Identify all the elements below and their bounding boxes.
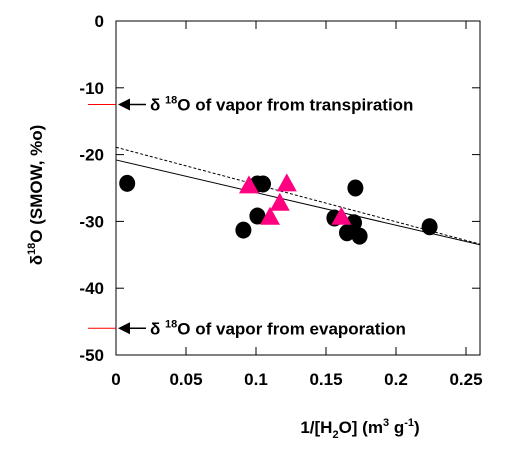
x-tick-label: 0 (111, 370, 120, 389)
y-tick-label: -10 (79, 79, 104, 98)
annotation-part: O of vapor from transpiration (177, 96, 413, 115)
triangle-marker (331, 206, 352, 225)
annotation-superscript: 18 (165, 95, 177, 107)
circle-marker (351, 227, 368, 245)
triangle-marker (239, 175, 259, 194)
circle-marker (421, 218, 438, 236)
circle-marker (347, 179, 364, 197)
arrow-head (118, 322, 130, 335)
annotation-text: δ 18O of vapor from evaporation (150, 318, 406, 338)
annotation-text: δ 18O of vapor from transpiration (150, 95, 413, 115)
y-tick-label: -40 (79, 279, 104, 298)
circle-marker (235, 221, 252, 239)
y-axis-label: δ18O (SMOW, %o) (26, 125, 46, 266)
arrow-head (118, 98, 130, 111)
triangle-marker (269, 192, 290, 211)
y-tick-label: -50 (79, 346, 104, 365)
x-tick-label: 0.1 (244, 370, 268, 389)
y-tick-label: -30 (79, 212, 104, 231)
plot-frame (115, 20, 481, 356)
x-tick-label: 0.25 (449, 370, 482, 389)
fit-line (115, 146, 481, 245)
annotation-part: δ (150, 96, 165, 115)
circle-marker (346, 214, 362, 232)
circle-marker (249, 207, 266, 225)
x-tick-label: 0.15 (309, 370, 342, 389)
triangle-marker (276, 173, 297, 192)
circle-marker (119, 174, 136, 192)
fit-line (115, 159, 481, 246)
annotation-part: δ (150, 319, 165, 338)
y-tick-label: -20 (79, 146, 104, 165)
x-axis-label: 1/[H2O] (m3 g-1) (300, 417, 419, 441)
x-tick-label: 0.05 (169, 370, 202, 389)
y-tick-label: 0 (95, 12, 104, 31)
annotation-superscript: 18 (165, 318, 177, 330)
x-tick-label: 0.2 (384, 370, 408, 389)
annotation-part: O of vapor from evaporation (177, 319, 406, 338)
circle-marker (255, 175, 271, 193)
triangle-marker (260, 206, 280, 225)
